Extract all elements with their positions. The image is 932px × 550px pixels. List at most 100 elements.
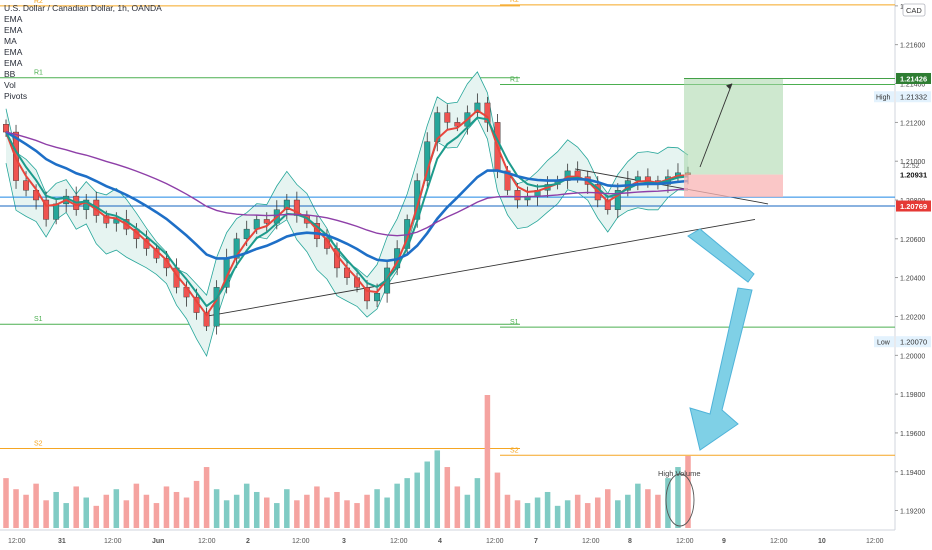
volume-bar (264, 497, 270, 528)
current-price-tag: 1.20931 (900, 171, 927, 180)
volume-bar (23, 494, 29, 528)
volume-bar (454, 486, 461, 528)
volume-bar (63, 503, 69, 528)
time-tick-label: 12:00 (582, 538, 600, 545)
volume-bar (153, 503, 160, 528)
candle-body (474, 102, 481, 113)
projection-arrowhead (726, 83, 732, 90)
volume-bar (173, 491, 180, 528)
time-tick-label: 9 (722, 538, 726, 545)
currency-badge-bg (902, 3, 926, 17)
projection-arrow-line (699, 83, 733, 168)
volume-bar (13, 489, 19, 528)
legend-item-ema-3[interactable]: EMA (4, 47, 23, 57)
high-price-bg (896, 91, 931, 103)
candle-body (634, 176, 641, 181)
low-tag-bg (874, 336, 894, 348)
ema-purple-line (5, 131, 689, 237)
volume-bar (594, 497, 601, 528)
candle-body (604, 199, 611, 210)
volume-bar (685, 455, 691, 528)
candle-body (103, 215, 110, 224)
time-tick-label: 12:00 (770, 538, 788, 545)
price-tick-label: 1.19800 (900, 392, 925, 399)
time-tick-label: 31 (58, 538, 66, 545)
volume-bar (625, 494, 631, 528)
volume-bar (53, 491, 59, 528)
volume-bar (374, 489, 380, 528)
candle-body (283, 199, 290, 210)
indicator-legend: U.S. Dollar / Canadian Dollar, 1h, OANDA… (4, 3, 162, 102)
volume-bar (113, 489, 120, 528)
legend-item-bb[interactable]: BB (4, 69, 16, 79)
volume-bar (73, 486, 79, 528)
volume-bar (213, 489, 220, 528)
volume-bar (33, 483, 39, 528)
volume-bar (354, 503, 360, 528)
volume-bar (615, 500, 621, 528)
volume-bar (304, 494, 310, 528)
volume-bar (183, 497, 190, 528)
volume-bar (655, 494, 661, 528)
volume-bar (574, 494, 581, 528)
volume-bar (193, 480, 200, 528)
candle-body (444, 112, 451, 123)
volume-bar (665, 478, 671, 528)
volume-bar (504, 494, 511, 528)
pivot-r1-left-label: R1 (34, 70, 43, 77)
legend-item-ema-1[interactable]: EMA (4, 14, 23, 24)
candle-body (213, 287, 220, 327)
volume-bar (424, 461, 430, 528)
volume-bar (404, 478, 410, 528)
legend-item-ma[interactable]: MA (4, 36, 17, 46)
price-tick-label: 1.21000 (900, 159, 925, 166)
volume-bar (384, 497, 390, 528)
annotation-arrow-upper (687, 228, 755, 283)
time-tick-label: 8 (628, 538, 632, 545)
time-tick-label: 10 (818, 538, 826, 545)
volume-bar (484, 395, 491, 528)
target-price-tag-bg (896, 72, 931, 84)
legend-item-vol[interactable]: Vol (4, 80, 16, 90)
price-tick-label: 1.20200 (900, 314, 925, 321)
legend-item-pivots[interactable]: Pivots (4, 91, 28, 101)
ema-red-line (5, 109, 689, 317)
volume-bar (83, 497, 89, 528)
volume-bar (514, 500, 521, 528)
high-price-tag: 1.21332 (900, 93, 927, 102)
volume-bar (334, 491, 340, 528)
volume-bar (344, 500, 350, 528)
pivot-s1-left-label: S1 (34, 316, 43, 323)
pivot-r2-right-label: R2 (510, 0, 519, 4)
ma-blue-line (5, 130, 689, 263)
volume-bar (474, 478, 481, 528)
time-tick-label: 12:00 (676, 538, 694, 545)
annotation-arrow-lower (689, 287, 753, 451)
time-tick-label: 12:00 (8, 538, 26, 545)
currency-badge: CAD (906, 6, 922, 15)
target-price-tag: 1.21426 (900, 74, 927, 83)
time-tick-label: 12:00 (198, 538, 216, 545)
volume-bar (464, 494, 471, 528)
volume-bar (274, 503, 280, 528)
volume-bar (103, 494, 110, 528)
candle-body (364, 287, 371, 302)
candle-body (243, 228, 250, 240)
stop-zone (684, 174, 783, 198)
time-tick-label: 12:00 (486, 538, 504, 545)
volume-bar (3, 478, 9, 528)
candle-body (514, 190, 521, 201)
candle-body (3, 124, 9, 133)
candle-body (484, 102, 491, 123)
volume-bar (93, 505, 100, 528)
legend-item-ema-2[interactable]: EMA (4, 25, 23, 35)
volume-bar (635, 483, 641, 528)
candle-body (203, 312, 210, 327)
legend-item-ema-4[interactable]: EMA (4, 58, 23, 68)
pivot-r1-right-label: R1 (510, 77, 519, 84)
price-tick-label: 1.20000 (900, 353, 925, 360)
volume-bar (414, 472, 420, 528)
volume-bar (203, 467, 210, 528)
